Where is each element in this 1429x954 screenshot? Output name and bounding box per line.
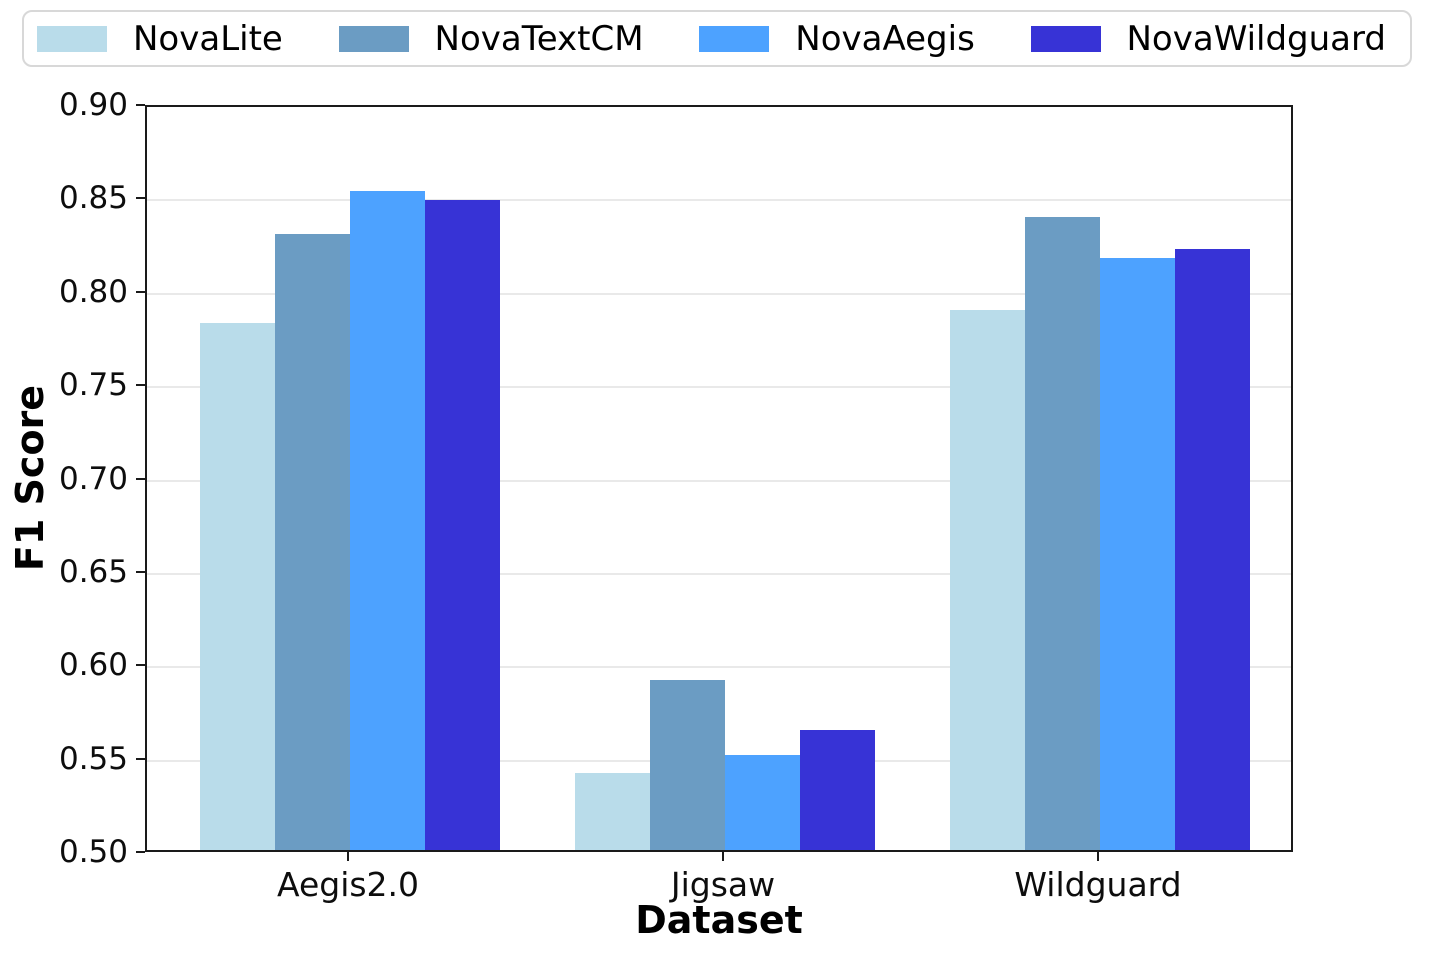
legend-label: NovaLite [133,18,283,59]
chart-legend: NovaLite NovaTextCM NovaAegis NovaWildguard [22,10,1412,67]
bar-novalite-jigsaw [575,773,650,850]
y-tick-label: 0.80 [58,273,128,310]
plot-area [145,105,1293,852]
x-tick-label: Aegis2.0 [276,865,420,904]
bar-novaaegis-wildguard [1100,258,1175,850]
legend-swatch-icon [699,25,770,52]
x-tick-mark [347,852,349,861]
legend-swatch-icon [37,25,107,52]
bar-novawildguard-wildguard [1175,248,1250,850]
y-tick-mark [136,384,145,387]
bar-novalite-aegis2.0 [200,323,275,850]
y-tick-label: 0.55 [58,740,128,777]
y-tick-label: 0.60 [58,647,128,684]
bar-novaaegis-aegis2.0 [350,190,425,850]
bar-novatextcm-aegis2.0 [275,233,350,850]
gridline [147,199,1291,202]
bar-novawildguard-aegis2.0 [425,200,500,850]
legend-label: NovaAegis [795,18,975,59]
x-tick-label: Wildguard [1014,865,1182,904]
legend-label: NovaWildguard [1126,18,1386,59]
y-tick-label: 0.50 [58,834,128,870]
x-tick-mark [722,852,724,861]
gridline [147,666,1291,669]
legend-item-novawildguard: NovaWildguard [1030,18,1386,59]
y-tick-label: 0.90 [58,87,128,123]
gridline [147,572,1291,575]
y-tick-mark [136,570,145,573]
bar-novaaegis-jigsaw [725,754,800,850]
legend-label: NovaTextCM [434,18,644,59]
x-tick-mark [1097,852,1099,861]
gridline [147,479,1291,482]
y-tick-mark [136,477,145,480]
y-tick-label: 0.85 [58,180,128,217]
legend-swatch-icon [338,25,409,52]
y-tick-mark [136,197,145,200]
y-tick-mark [136,290,145,293]
y-tick-mark [136,757,145,760]
bar-novatextcm-wildguard [1025,216,1100,850]
gridline [147,386,1291,389]
y-tick-label: 0.65 [58,553,128,590]
legend-item-novatextcm: NovaTextCM [338,18,644,59]
bar-novatextcm-jigsaw [650,680,725,850]
y-tick-mark [136,664,145,667]
gridline [147,292,1291,295]
legend-swatch-icon [1030,25,1101,52]
y-tick-label: 0.75 [58,367,128,404]
bar-novalite-wildguard [950,310,1025,850]
y-tick-label: 0.70 [58,460,128,497]
x-axis-title: Dataset [635,898,803,942]
legend-item-novaaegis: NovaAegis [699,22,975,56]
y-tick-mark [136,851,145,853]
legend-item-novalite: NovaLite [37,22,283,56]
y-tick-mark [136,104,145,106]
x-tick-label: Jigsaw [670,865,776,904]
bar-novawildguard-jigsaw [800,730,875,850]
